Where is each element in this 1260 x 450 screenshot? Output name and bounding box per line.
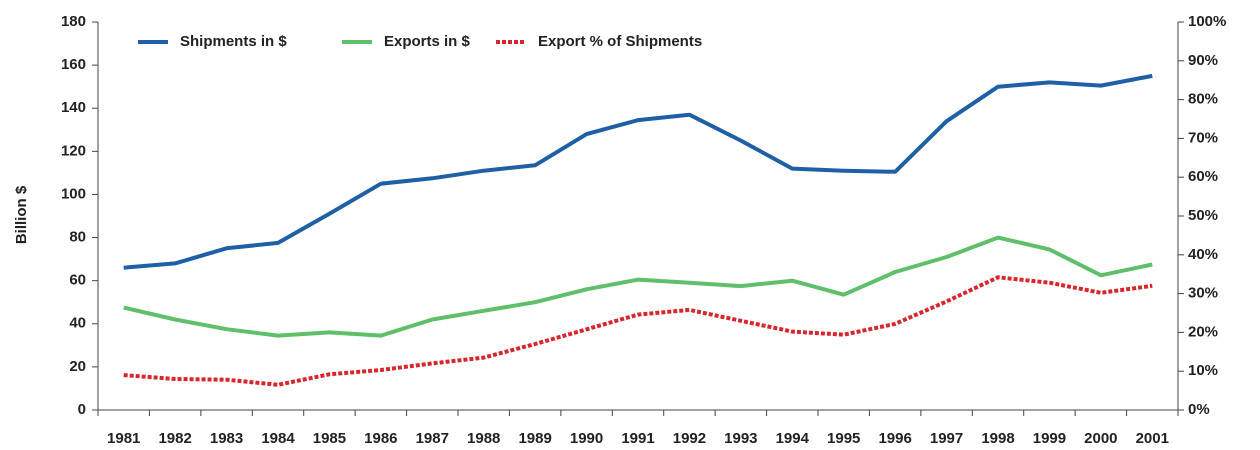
x-tick-label: 1985 <box>313 430 346 447</box>
x-tick-label: 1995 <box>827 430 860 447</box>
series-line <box>123 275 1153 387</box>
y2-tick-label: 90% <box>1188 52 1218 69</box>
x-tick-label: 1998 <box>981 430 1014 447</box>
legend-label: Export % of Shipments <box>538 33 702 50</box>
y-axis-label: Billion $ <box>13 185 30 244</box>
y2-tick-label: 70% <box>1188 129 1218 146</box>
y2-tick-label: 0% <box>1188 401 1210 418</box>
y2-tick-label: 50% <box>1188 207 1218 224</box>
y-tick-label: 100 <box>61 185 86 202</box>
x-tick-label: 1997 <box>930 430 963 447</box>
x-tick-label: 1983 <box>210 430 243 447</box>
y-tick-label: 180 <box>61 13 86 30</box>
x-tick-label: 1986 <box>364 430 397 447</box>
x-tick-label: 1993 <box>724 430 757 447</box>
x-tick-label: 1999 <box>1033 430 1066 447</box>
x-tick-label: 1988 <box>467 430 500 447</box>
x-tick-label: 1992 <box>673 430 706 447</box>
y-tick-label: 60 <box>69 272 86 289</box>
y-tick-label: 120 <box>61 142 86 159</box>
x-tick-label: 1987 <box>416 430 449 447</box>
y2-tick-label: 40% <box>1188 246 1218 263</box>
x-tick-label: 2000 <box>1084 430 1117 447</box>
y-tick-label: 140 <box>61 99 86 116</box>
y2-tick-label: 100% <box>1188 13 1226 30</box>
y-tick-label: 20 <box>69 358 86 375</box>
x-tick-label: 1989 <box>518 430 551 447</box>
legend-label: Shipments in $ <box>180 33 287 50</box>
x-tick-label: 1991 <box>621 430 654 447</box>
series-line <box>123 235 1153 338</box>
y2-tick-label: 20% <box>1188 323 1218 340</box>
y-tick-label: 0 <box>78 401 86 418</box>
legend-label: Exports in $ <box>384 33 471 50</box>
x-tick-label: 1994 <box>776 430 810 447</box>
x-tick-label: 1981 <box>107 430 140 447</box>
x-tick-label: 1990 <box>570 430 603 447</box>
y2-tick-label: 10% <box>1188 362 1218 379</box>
x-tick-label: 1984 <box>261 430 295 447</box>
x-tick-label: 1982 <box>158 430 191 447</box>
y-tick-label: 160 <box>61 56 86 73</box>
y2-tick-label: 60% <box>1188 168 1218 185</box>
y2-tick-label: 30% <box>1188 285 1218 302</box>
x-tick-label: 2001 <box>1136 430 1169 447</box>
series-line <box>123 73 1153 270</box>
x-tick-label: 1996 <box>878 430 911 447</box>
y-tick-label: 40 <box>69 315 86 332</box>
y2-tick-label: 80% <box>1188 91 1218 108</box>
y-tick-label: 80 <box>69 229 86 246</box>
